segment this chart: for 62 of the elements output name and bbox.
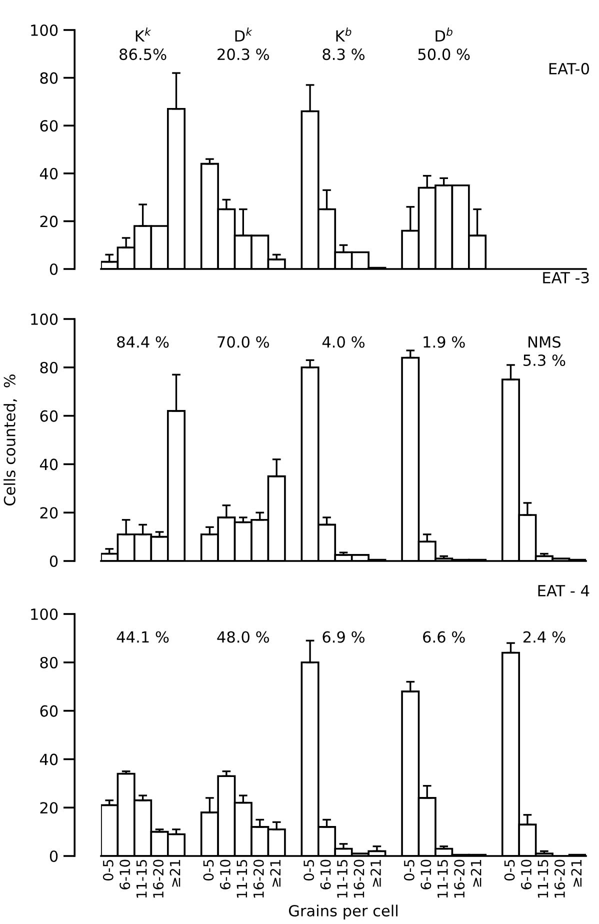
text: EAT - 4: [538, 585, 590, 596]
y-tick-label: 0: [50, 850, 58, 862]
annotation: 6.9 %: [322, 631, 364, 643]
annotation: 4.0 %: [322, 336, 364, 348]
x-tick-label: 16-20: [153, 860, 164, 898]
text: K$^{k}$ 86.5%: [120, 28, 166, 60]
annotation: 6.6 %: [423, 631, 465, 643]
y-axis-title: Cells counted, %: [4, 374, 17, 506]
x-tick-label: 6-10: [320, 860, 331, 890]
annotation: D$^{b}$ 50.0 %: [418, 28, 470, 60]
annotation: 1.9 %: [424, 336, 465, 348]
x-tick-label: 6-10: [220, 860, 230, 890]
x-tick-label: 11-15: [236, 860, 248, 898]
x-tick-label: 6-10: [120, 860, 130, 890]
y-tick-label: 100: [31, 313, 58, 326]
y-tick-label: 20: [40, 507, 58, 519]
x-tick-label: 0-5: [203, 860, 214, 881]
y-tick-label: 60: [40, 705, 58, 717]
x-tick-label: ≥21: [470, 860, 482, 887]
annotation: EAT-0: [549, 62, 589, 74]
y-tick-label: 80: [40, 656, 58, 668]
x-tick-label: 11-15: [438, 860, 448, 898]
x-tick-label: 0-5: [304, 860, 314, 881]
x-tick-label: ≥21: [170, 860, 180, 887]
y-tick-label: 0: [50, 263, 58, 276]
y-tick-label: 20: [40, 216, 58, 228]
y-tick-label: 60: [40, 120, 58, 132]
y-tick-label: 100: [31, 608, 58, 620]
x-tick-label: 11-15: [136, 860, 147, 898]
annotation: 70.0 %: [218, 336, 270, 348]
x-tick-label: 6-10: [420, 860, 432, 890]
x-tick-label: 16-20: [354, 860, 364, 898]
x-tick-label: 16-20: [454, 860, 465, 898]
x-tick-label: 11-15: [538, 860, 548, 898]
annotation: K$^{b}$ 8.3 %: [322, 28, 364, 60]
x-tick-label: 11-15: [337, 860, 348, 898]
y-tick-label: 40: [40, 168, 58, 180]
y-tick-label: 80: [40, 72, 58, 84]
x-tick-label: 0-5: [404, 860, 414, 881]
y-tick-label: 80: [40, 362, 58, 374]
y-tick-label: 0: [50, 555, 58, 568]
annotation: 2.4 %: [523, 631, 566, 643]
text: D$^{k}$ 20.3 %: [218, 28, 270, 60]
x-tick-label: ≥21: [571, 860, 582, 887]
text: EAT -3: [543, 272, 589, 284]
x-tick-label: ≥21: [270, 860, 280, 887]
y-tick-label: 40: [40, 754, 58, 766]
annotation: 84.4 %: [117, 336, 169, 348]
y-tick-label: 20: [40, 802, 58, 814]
annotation: 48.0 %: [217, 631, 270, 643]
x-axis-title: Grains per cell: [288, 904, 398, 920]
y-tick-label: 40: [40, 458, 58, 470]
x-tick-label: 0-5: [102, 860, 114, 881]
y-tick-label: 60: [40, 410, 58, 422]
x-tick-label: 6-10: [520, 860, 532, 890]
x-tick-label: 16-20: [554, 860, 565, 898]
x-tick-label: ≥21: [370, 860, 381, 887]
annotation: NMS 5.3 %: [524, 336, 566, 366]
x-tick-label: 0-5: [504, 860, 515, 881]
x-tick-label: 16-20: [253, 860, 264, 898]
y-tick-label: 100: [31, 24, 58, 36]
annotation: 44.1 %: [116, 631, 169, 643]
